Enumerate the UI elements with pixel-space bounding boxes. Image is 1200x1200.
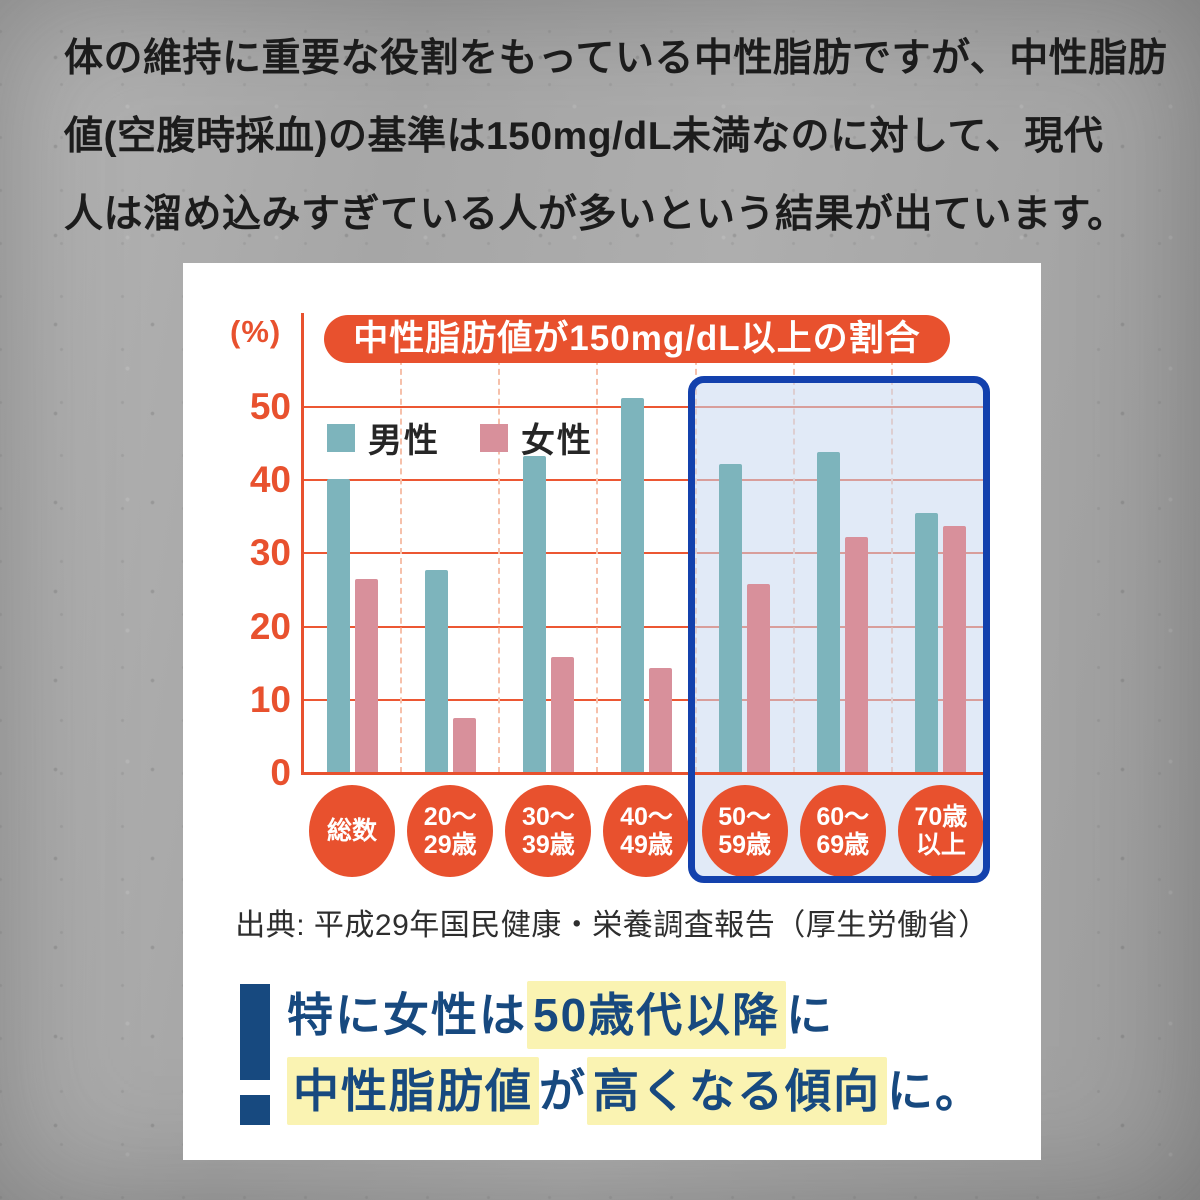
category-circle-label: 69歳 — [816, 831, 870, 859]
age-50plus-highlight-box — [688, 376, 990, 883]
bar-female-0 — [354, 579, 378, 773]
callout: 特に女性は 50歳代以降に 中性脂肪値が高くなる傾向 に。 — [239, 977, 1019, 1137]
female-legend-swatch — [480, 423, 508, 452]
bar-female-2 — [550, 657, 574, 773]
bar-female-4 — [747, 584, 771, 773]
bar-group-0 — [303, 313, 401, 773]
category-circle-4: 50〜 59歳 — [701, 785, 788, 877]
bar-male-2 — [522, 456, 546, 773]
y-tick-label-30: 30 — [249, 532, 291, 574]
category-circle-0: 総数 — [309, 785, 396, 877]
bar-group-5 — [794, 313, 892, 773]
category-circle-slot-1: 20〜 29歳 — [401, 783, 499, 879]
gridline-50 — [303, 406, 990, 408]
intro-line-1: 体の維持に重要な役割をもっている中性脂肪ですが、中性脂肪 — [64, 37, 1168, 80]
bar-male-1 — [424, 570, 448, 773]
bar-female-3 — [648, 668, 672, 773]
chart-card: (%) 中性脂肪値が150mg/dL以上の割合 0 10 20 30 40 50 男性 女… — [183, 263, 1041, 1160]
chart-title: 中性脂肪値が150mg/dL以上の割合 — [324, 315, 950, 363]
male-legend-swatch — [327, 423, 355, 452]
source-citation: 出典: 平成29年国民健康・栄養調査報告（厚生労働省） — [235, 909, 989, 942]
category-circle-label: 30〜 — [521, 803, 575, 831]
intro-text: 体の維持に重要な役割をもっている中性脂肪ですが、中性脂肪 値(空腹時採血)の基準… — [64, 20, 1168, 254]
category-circle-label: 50〜 — [718, 803, 772, 831]
category-circle-label: 以上 — [915, 831, 966, 859]
bar-groups — [303, 313, 990, 773]
bar-male-0 — [326, 478, 350, 773]
exclamation-icon — [240, 984, 270, 1125]
category-labels-row: 総数 20〜 29歳 30〜 39歳 40〜 49歳 50〜 59歳 60〜 69歳 70歳 以上 — [303, 783, 990, 879]
category-circle-label: 40〜 — [620, 803, 673, 831]
callout-line-1: 特に女性は 50歳代以降に — [287, 977, 983, 1053]
callout-highlighted-text: 中性脂肪値 — [287, 1057, 539, 1125]
vertical-dashed-gridline-2 — [498, 339, 501, 773]
bar-group-4 — [696, 313, 794, 773]
y-tick-label-20: 20 — [249, 605, 291, 647]
category-circle-slot-5: 60〜 69歳 — [794, 783, 892, 879]
callout-plain-text: が — [539, 1065, 587, 1117]
vertical-dashed-gridline-3 — [596, 339, 599, 773]
callout-plain-text: 特に女性は — [287, 989, 527, 1041]
gridline-10 — [303, 698, 990, 701]
callout-highlighted-text: 高くなる傾向 — [587, 1057, 887, 1125]
y-tick-label-0: 0 — [270, 752, 291, 793]
vertical-dashed-gridline-1 — [400, 339, 403, 773]
bar-group-1 — [401, 313, 499, 773]
bar-male-6 — [915, 513, 939, 773]
bar-group-3 — [597, 313, 695, 773]
bar-female-6 — [943, 525, 967, 773]
y-axis-line — [301, 313, 304, 775]
category-circle-label: 60〜 — [816, 803, 870, 831]
bar-male-4 — [719, 464, 743, 773]
category-circle-label: 39歳 — [521, 831, 575, 859]
male-legend-label: 男性 — [368, 422, 440, 460]
category-circle-slot-6: 70歳 以上 — [892, 783, 990, 879]
intro-line-2: 値(空腹時採血)の基準は150mg/dL未満なのに対して、現代 — [64, 115, 1104, 158]
bar-male-5 — [817, 451, 841, 773]
y-tick-label-10: 10 — [249, 678, 291, 720]
category-circle-3: 40〜 49歳 — [603, 785, 690, 877]
category-circle-2: 30〜 39歳 — [505, 785, 592, 877]
gridline-40 — [303, 479, 990, 482]
category-circle-slot-0: 総数 — [303, 783, 401, 879]
category-circle-label: 総数 — [327, 817, 378, 845]
bar-chart-plot: 男性 女性 — [301, 313, 990, 775]
female-legend-label: 女性 — [521, 422, 593, 460]
bar-female-1 — [452, 718, 476, 773]
bar-group-2 — [499, 313, 597, 773]
callout-highlighted-text: 50歳代以降 — [527, 981, 787, 1049]
intro-line-3: 人は溜め込みすぎている人が多いという結果が出ています。 — [64, 193, 1127, 236]
category-circle-6: 70歳 以上 — [897, 785, 984, 877]
category-circle-label: 70歳 — [914, 803, 968, 831]
category-circle-label: 49歳 — [620, 831, 673, 859]
category-circle-1: 20〜 29歳 — [407, 785, 494, 877]
gridline-20 — [303, 625, 990, 628]
category-circle-slot-4: 50〜 59歳 — [696, 783, 794, 879]
gridline-30 — [303, 552, 990, 555]
callout-plain-text: に。 — [887, 1065, 983, 1117]
category-circle-label: 59歳 — [718, 831, 772, 859]
callout-text: 特に女性は 50歳代以降に 中性脂肪値が高くなる傾向 に。 — [287, 977, 983, 1129]
bar-group-6 — [892, 313, 990, 773]
callout-line-2: 中性脂肪値が高くなる傾向 に。 — [287, 1053, 983, 1129]
chart-legend: 男性 女性 — [327, 413, 593, 462]
category-circle-slot-2: 30〜 39歳 — [499, 783, 597, 879]
category-circle-label: 20〜 — [423, 803, 477, 831]
category-circle-5: 60〜 69歳 — [799, 785, 886, 877]
y-tick-label-40: 40 — [249, 459, 291, 501]
bar-female-5 — [845, 537, 869, 773]
x-axis-line — [301, 772, 990, 775]
category-circle-label: 29歳 — [423, 831, 477, 859]
callout-plain-text: に — [786, 989, 835, 1041]
y-axis-unit-label: (%) — [230, 314, 282, 349]
category-circle-slot-3: 40〜 49歳 — [597, 783, 695, 879]
y-tick-label-50: 50 — [249, 386, 291, 427]
bar-male-3 — [620, 398, 644, 773]
